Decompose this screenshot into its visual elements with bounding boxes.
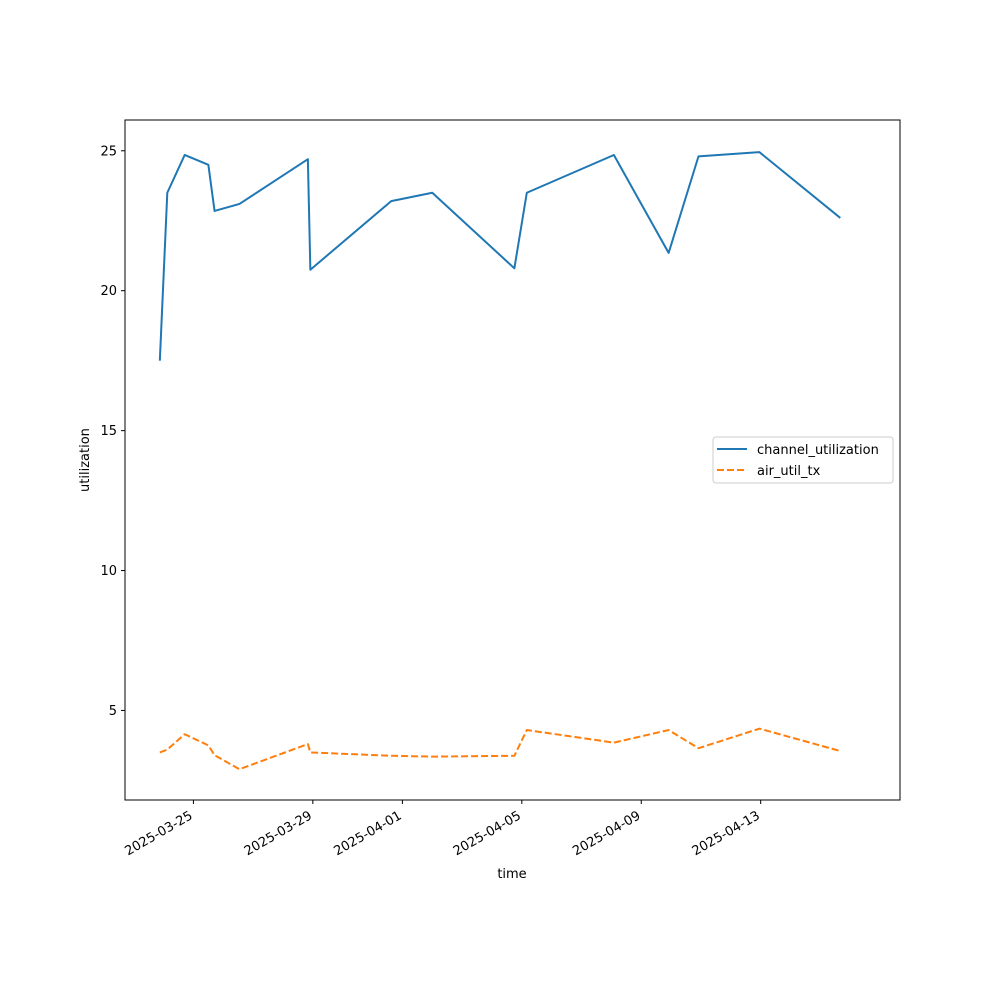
plot-lines	[158, 151, 841, 771]
legend-label: channel_utilization	[757, 443, 879, 458]
y-axis-title: utilization	[78, 428, 93, 492]
y-tick-label: 15	[100, 424, 117, 439]
y-tick-label: 25	[100, 144, 117, 159]
y-tick-label: 5	[109, 704, 117, 719]
legend: channel_utilization air_util_tx	[712, 436, 894, 484]
x-axis-title: time	[497, 867, 526, 882]
legend-label: air_util_tx	[757, 464, 821, 479]
series-line-air-util-tx	[159, 727, 841, 771]
y-tick-label: 20	[100, 284, 117, 299]
y-tick-label: 10	[100, 564, 117, 579]
plot-frame	[124, 119, 901, 801]
y-axis-ticks: 5 10 15 20 25	[100, 144, 125, 719]
legend-box	[712, 436, 894, 484]
series-line-channel-utilization	[158, 151, 841, 361]
